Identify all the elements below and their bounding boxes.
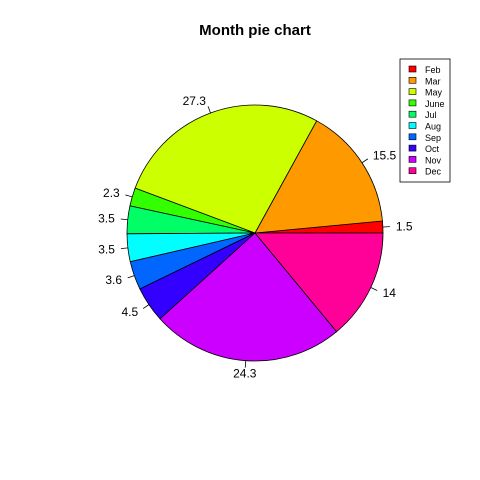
legend-label-nov: Nov [425, 155, 442, 165]
legend-label-dec: Dec [425, 167, 442, 177]
legend-swatch-nov [408, 156, 417, 163]
slice-tick-nov [244, 360, 247, 368]
legend-label-june: June [425, 99, 445, 109]
slice-label-dec: 14 [383, 286, 397, 300]
legend-swatch-dec [408, 167, 417, 174]
slice-label-nov: 24.3 [233, 367, 257, 381]
pie-slices [126, 104, 384, 362]
legend-label-mar: Mar [425, 76, 441, 86]
legend-swatch-jul [408, 110, 417, 118]
legend-label-sep: Sep [425, 133, 441, 143]
legend-swatch-may [408, 88, 417, 95]
legend-label-jul: Jul [425, 110, 437, 120]
slice-tick-sep [127, 275, 135, 279]
slice-label-oct: 4.5 [121, 305, 138, 319]
slice-label-june: 2.3 [103, 186, 120, 200]
pie-slice-nov [159, 232, 338, 362]
slice-tick-oct [142, 304, 150, 309]
slice-label-feb: 1.5 [396, 219, 413, 233]
slice-label-mar: 15.5 [373, 149, 397, 163]
legend-swatch-june [408, 99, 417, 107]
slice-tick-may [207, 106, 211, 114]
legend-swatch-oct [408, 144, 417, 152]
slice-tick-jul [120, 218, 128, 221]
legend-label-aug: Aug [425, 122, 441, 132]
legend-label-may: May [425, 88, 443, 98]
slice-tick-june [125, 194, 133, 198]
slice-tick-mar [361, 158, 369, 164]
legend-swatch-mar [408, 77, 417, 84]
legend-swatch-sep [408, 133, 417, 141]
legend-swatch-feb [408, 65, 417, 73]
slice-label-may: 27.3 [183, 94, 207, 108]
legend-box [399, 58, 451, 183]
chart-title: Month pie chart [199, 22, 311, 39]
slice-label-aug: 3.5 [98, 242, 115, 256]
slice-label-sep: 3.6 [105, 273, 122, 287]
slice-labels: 1.5 15.5 27.3 2.3 3.5 3.5 3.6 4.5 24.3 14 [98, 94, 413, 381]
slice-label-jul: 3.5 [98, 211, 115, 225]
slice-tick-aug [120, 247, 128, 250]
legend-label-oct: Oct [425, 144, 440, 154]
legend-label-feb: Feb [425, 65, 441, 75]
pie-slice-dec [254, 232, 384, 333]
legend-swatch-aug [408, 122, 417, 129]
slice-tick-dec [370, 287, 378, 291]
